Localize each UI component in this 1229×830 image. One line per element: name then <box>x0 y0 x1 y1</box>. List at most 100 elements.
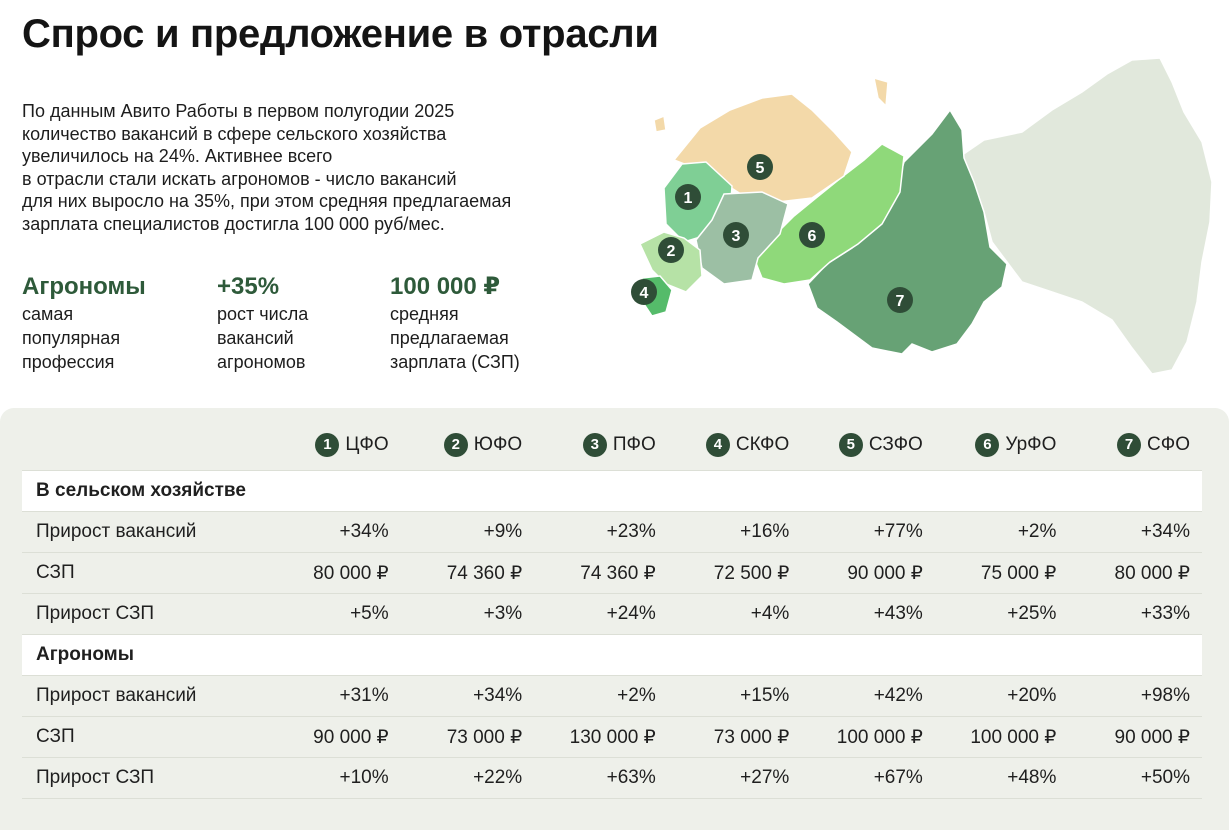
stat-label-line: агрономов <box>217 352 306 372</box>
table-cell: +34% <box>1068 511 1202 553</box>
stat-average-salary: 100 000 ₽ средняя предлагаемая зарплата … <box>390 272 520 374</box>
table-cell: 90 000 ₽ <box>267 716 401 758</box>
table-cell: +23% <box>534 511 668 553</box>
svg-text:6: 6 <box>808 228 817 245</box>
table-cell: +77% <box>801 511 935 553</box>
russia-federal-districts-map: 1 2 3 4 5 6 7 <box>631 57 1213 375</box>
column-header-skfo: 4 СКФО <box>667 420 802 471</box>
region-number-badge: 4 <box>705 433 730 457</box>
regional-stats-table: 1 ЦФО 2 ЮФО 3 ПФО 4 СКФО 5 СЗФО 6 УрФО 7 СФО В … <box>22 420 1202 799</box>
table-cell: +20% <box>934 675 1069 717</box>
stat-label-line: профессия <box>22 352 115 372</box>
table-cell: 75 000 ₽ <box>934 552 1069 594</box>
intro-line: в отрасли стали искать агрономов - число… <box>22 168 457 189</box>
map-marker-7: 7 <box>887 287 913 313</box>
table-cell: +25% <box>934 593 1069 635</box>
regional-table-panel: 1 ЦФО 2 ЮФО 3 ПФО 4 СКФО 5 СЗФО 6 УрФО 7 СФО В … <box>0 408 1229 830</box>
table-cell: 73 000 ₽ <box>667 716 802 758</box>
table-cell: +48% <box>934 757 1069 799</box>
table-cell: +67% <box>801 757 935 799</box>
map-marker-3: 3 <box>723 222 749 248</box>
table-row: Прирост СЗП +5% +3% +24% +4% +43% +25% +33% <box>22 593 1202 635</box>
table-cell: 74 360 ₽ <box>534 552 668 594</box>
region-number-badge: 5 <box>838 433 863 457</box>
intro-line: По данным Авито Работы в первом полугоди… <box>22 101 455 121</box>
region-number-badge: 3 <box>582 433 607 457</box>
table-cell: +34% <box>400 675 535 717</box>
table-cell: +2% <box>934 511 1069 553</box>
table-cell: 80 000 ₽ <box>1068 552 1202 594</box>
intro-paragraph: По данным Авито Работы в первом полугоди… <box>22 100 602 235</box>
row-label: Прирост СЗП <box>22 593 268 635</box>
row-label: СЗП <box>22 716 268 758</box>
table-row: Прирост вакансий +31% +34% +2% +15% +42% +20% +… <box>22 675 1202 717</box>
table-cell: +50% <box>1068 757 1202 799</box>
map-marker-5: 5 <box>747 154 773 180</box>
page-title: Спрос и предложение в отрасли <box>22 12 659 56</box>
stat-label-line: популярная <box>22 328 121 348</box>
table-cell: +98% <box>1068 675 1202 717</box>
table-cell: +10% <box>267 757 401 799</box>
svg-text:5: 5 <box>756 160 765 177</box>
svg-text:4: 4 <box>640 285 649 302</box>
region-name: СФО <box>1147 434 1190 455</box>
table-cell: +15% <box>667 675 802 717</box>
table-cell: +5% <box>267 593 401 635</box>
table-cell: 100 000 ₽ <box>801 716 935 758</box>
map-marker-2: 2 <box>658 237 684 263</box>
section-title: Агрономы <box>22 634 1202 676</box>
table-cell: +27% <box>667 757 802 799</box>
stat-value: 100 000 ₽ <box>390 273 501 300</box>
table-cell: +31% <box>267 675 401 717</box>
table-cell: 90 000 ₽ <box>801 552 935 594</box>
region-number-badge: 6 <box>975 433 1000 457</box>
stat-popular-profession: Агрономы самая популярная профессия <box>22 272 146 374</box>
column-header-szfo: 5 СЗФО <box>801 420 935 471</box>
region-number-badge: 7 <box>1117 433 1142 457</box>
table-header-row: 1 ЦФО 2 ЮФО 3 ПФО 4 СКФО 5 СЗФО 6 УрФО 7 СФО <box>22 420 1202 471</box>
table-cell: 90 000 ₽ <box>1068 716 1202 758</box>
table-cell: +33% <box>1068 593 1202 635</box>
map-region-szfo-kaliningrad <box>653 114 667 133</box>
table-cell: 130 000 ₽ <box>534 716 668 758</box>
table-cell: +2% <box>534 675 668 717</box>
svg-text:1: 1 <box>684 190 693 207</box>
table-cell: +42% <box>801 675 935 717</box>
table-row: СЗП 80 000 ₽74 360 ₽74 360 ₽72 500 ₽90 00… <box>22 552 1202 594</box>
stat-label-line: средняя <box>390 304 459 324</box>
table-row: СЗП 90 000 ₽73 000 ₽130 000 ₽73 000 ₽100 … <box>22 716 1202 758</box>
map-region-szfo-novaya-zemlya <box>873 76 889 108</box>
region-name: ЮФО <box>473 434 523 455</box>
table-cell: +34% <box>267 511 401 553</box>
row-label: Прирост СЗП <box>22 757 268 799</box>
section-title: В сельском хозяйстве <box>22 470 1202 512</box>
stat-label: самая популярная профессия <box>22 302 146 374</box>
map-region-urfo <box>753 143 905 285</box>
region-name: СЗФО <box>868 434 923 455</box>
stat-label-line: зарплата (СЗП) <box>390 352 520 372</box>
intro-line: зарплата специалистов достигла 100 000 р… <box>22 213 445 234</box>
section-header-row: Агрономы <box>22 634 1202 676</box>
map-marker-1: 1 <box>675 184 701 210</box>
table-row: Прирост СЗП +10% +22% +63% +27% +67% +48% +50% <box>22 757 1202 799</box>
column-header-urfo: 6 УрФО <box>934 420 1069 471</box>
svg-text:7: 7 <box>896 293 905 310</box>
stat-label: средняя предлагаемая зарплата (СЗП) <box>390 302 520 374</box>
stat-vacancy-growth: +35% рост числа вакансий агрономов <box>217 272 308 374</box>
table-cell: 80 000 ₽ <box>267 552 401 594</box>
region-name: СКФО <box>735 434 790 455</box>
stat-label-line: самая <box>22 304 74 324</box>
map-marker-4: 4 <box>631 279 657 305</box>
table-header-empty <box>22 420 268 471</box>
table-cell: +43% <box>801 593 935 635</box>
svg-text:2: 2 <box>667 243 676 260</box>
map-marker-6: 6 <box>799 222 825 248</box>
stat-label-line: вакансий <box>217 328 294 348</box>
table-cell: 73 000 ₽ <box>400 716 535 758</box>
table-cell: +9% <box>400 511 535 553</box>
stat-label-line: предлагаемая <box>390 328 509 348</box>
table-cell: +24% <box>534 593 668 635</box>
table-cell: +22% <box>400 757 535 799</box>
table-cell: 100 000 ₽ <box>934 716 1069 758</box>
table-cell: +16% <box>667 511 802 553</box>
